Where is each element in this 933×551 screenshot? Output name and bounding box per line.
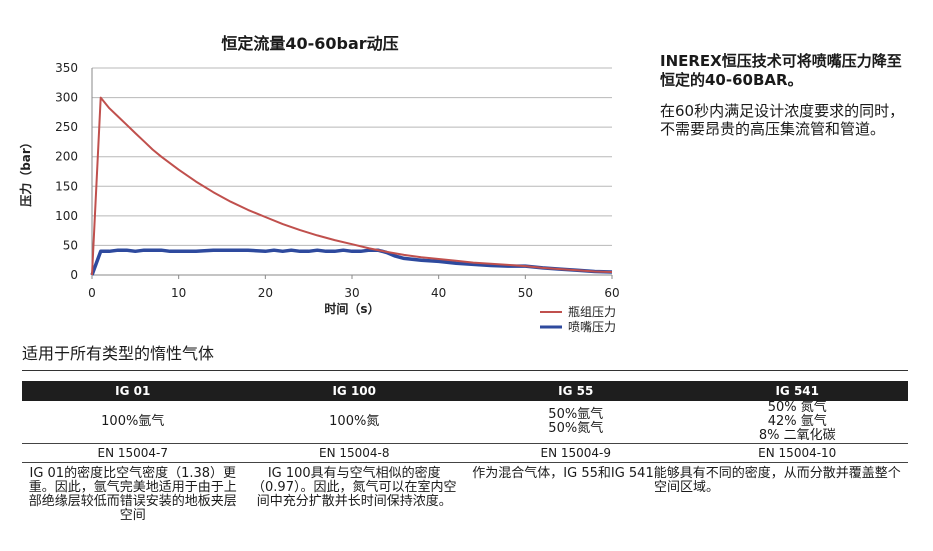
desc-ig100: IG 100具有与空气相似的密度（0.97）。因此，氮气可以在室内空间中充分扩散…	[252, 466, 457, 509]
chart-title: 恒定流量40-60bar动压	[221, 34, 399, 53]
pressure-chart: 恒定流量40-60bar动压 0 50 100 150 200 250 300 350 0 10 2…	[0, 0, 640, 345]
gas-ig55: 50%氩气 50%氮气	[465, 401, 687, 444]
gas-ig541-line-1: 50% 氮气	[767, 400, 827, 415]
gas-ig01: 100%氩气	[22, 401, 244, 444]
x-axis-label: 时间（s）	[324, 301, 379, 316]
header-ig01: IG 01	[22, 381, 244, 401]
chart-svg: 0 50 100 150 200 250 300 350 0 10 20 30 40 50 60 时间（s） 压…	[18, 61, 620, 334]
x-tick-label: 0	[88, 286, 96, 300]
y-tick-label: 150	[55, 179, 78, 193]
table-row-composition: 100%氩气 100%氮 50%氩气 50%氮气 50% 氮气 42% 氩气 8…	[22, 401, 908, 444]
legend-label: 喷嘴压力	[568, 320, 616, 334]
side-description: INEREX恒压技术可将喷嘴压力降至恒定的40-60BAR。 在60秒内满足设计…	[660, 52, 915, 138]
table-top-rule	[22, 370, 908, 371]
gas-ig55-line-1: 50%氩气	[548, 407, 604, 422]
x-tick-label: 20	[258, 286, 273, 300]
x-tick-label: 60	[604, 286, 619, 300]
x-tick-label: 30	[344, 286, 359, 300]
gas-ig100: 100%氮	[244, 401, 466, 444]
series-line-nozzle-pressure	[90, 248, 613, 276]
header-ig100: IG 100	[243, 381, 465, 401]
y-tick-label: 350	[55, 61, 78, 75]
side-paragraph: 在60秒内满足设计浓度要求的同时，不需要昂贵的高压集流管和管道。	[660, 102, 905, 138]
gas-ig01-line: 100%氩气	[101, 414, 165, 429]
header-ig55: IG 55	[465, 381, 687, 401]
standard-ig55: EN 15004-9	[465, 443, 687, 463]
header-ig541: IG 541	[686, 381, 908, 401]
standard-ig01: EN 15004-7	[22, 443, 244, 463]
section-title: 适用于所有类型的惰性气体	[22, 344, 215, 363]
y-axis-label: 压力（bar）	[18, 136, 33, 207]
gas-ig55-line-2: 50%氮气	[548, 421, 604, 436]
standard-ig100: EN 15004-8	[243, 443, 465, 463]
x-tick-label: 10	[171, 286, 186, 300]
gas-ig541-line-2: 42% 氩气	[767, 414, 827, 429]
table-row-standard: EN 15004-7 EN 15004-8 EN 15004-9 EN 1500…	[22, 443, 908, 463]
series-line-cylinder-pressure	[91, 96, 613, 276]
y-tick-label: 100	[55, 209, 78, 223]
y-tick-label: 250	[55, 120, 78, 134]
table-header-row: IG 01 IG 100 IG 55 IG 541	[22, 381, 908, 401]
standard-ig541: EN 15004-10	[686, 443, 908, 463]
y-tick-label: 200	[55, 150, 78, 164]
side-headline: INEREX恒压技术可将喷嘴压力降至恒定的40-60BAR。	[660, 52, 902, 89]
gas-table: IG 01 IG 100 IG 55 IG 541 100%氩气 100%氮 5…	[22, 370, 908, 523]
y-tick-label: 0	[70, 268, 78, 282]
gas-comparison-table: IG 01 IG 100 IG 55 IG 541 100%氩气 100%氮 5…	[22, 381, 908, 523]
legend-label: 瓶组压力	[568, 305, 616, 319]
desc-ig01: IG 01的密度比空气密度（1.38）更重。因此，氩气完美地适用于由于上部绝缘层…	[28, 466, 237, 523]
x-tick-label: 40	[431, 286, 446, 300]
y-tick-label: 300	[55, 91, 78, 105]
gas-ig541-line-3: 8% 二氧化碳	[758, 428, 836, 443]
x-tick-label: 50	[518, 286, 533, 300]
y-tick-label: 50	[63, 238, 78, 252]
gas-ig100-line: 100%氮	[329, 414, 380, 429]
desc-ig55-ig541: 作为混合气体，IG 55和IG 541能够具有不同的密度，从而分散并覆盖整个空间…	[472, 466, 901, 495]
table-row-description: IG 01的密度比空气密度（1.38）更重。因此，氩气完美地适用于由于上部绝缘层…	[22, 463, 908, 524]
gas-ig541: 50% 氮气 42% 氩气 8% 二氧化碳	[687, 401, 909, 444]
